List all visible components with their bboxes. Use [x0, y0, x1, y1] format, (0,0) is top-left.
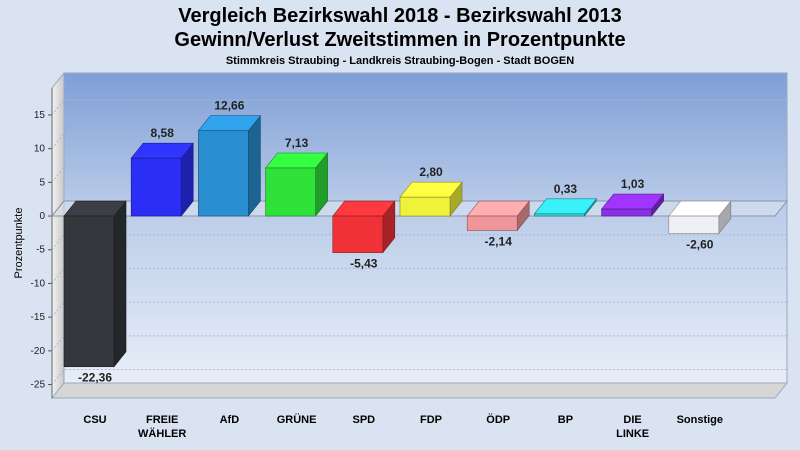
y-tick-label: 0 [39, 211, 45, 222]
data-label: -5,43 [350, 257, 378, 271]
x-tick-label: SPD [352, 414, 375, 426]
bar-front [130, 157, 182, 217]
bar-side [113, 200, 127, 368]
x-tick-label: CSU [83, 414, 106, 426]
bar-fdp [399, 181, 463, 217]
grid-line [51, 133, 787, 149]
grid-line [51, 335, 787, 352]
data-label: 7,13 [285, 136, 309, 150]
y-tick-label: 10 [34, 144, 46, 155]
y-tick-label: -5 [36, 245, 45, 256]
bar-bp [533, 197, 598, 217]
y-tick-label: -20 [31, 346, 46, 357]
x-tick-label: FDP [420, 414, 442, 426]
data-label: 8,58 [151, 126, 175, 140]
bar-front [332, 215, 384, 253]
plot-floor [50, 382, 789, 399]
bar-front [265, 167, 316, 217]
bar-ödp [466, 200, 530, 232]
grid-line [51, 166, 787, 183]
data-label: 12,66 [214, 99, 244, 113]
data-label: 1,03 [621, 177, 645, 191]
bar-front [601, 208, 652, 217]
data-label: -2,60 [686, 238, 714, 252]
chart-title: Vergleich Bezirkswahl 2018 - Bezirkswahl… [178, 5, 622, 27]
bar-front [534, 213, 585, 217]
grid-line [51, 369, 787, 385]
grid-line [51, 234, 787, 251]
bar-front [668, 215, 720, 234]
plot-back-wall [63, 72, 788, 384]
plot-side-wall [51, 71, 65, 400]
chart-titles: Vergleich Bezirkswahl 2018 - Bezirkswahl… [0, 4, 800, 69]
x-tick-label: DIE LINKE [616, 414, 649, 440]
x-tick-label: BP [558, 414, 573, 426]
y-tick-label: 5 [39, 177, 45, 188]
bar-die-linke [600, 193, 665, 217]
y-tick-label: -25 [31, 380, 46, 391]
bar-spd [332, 200, 396, 254]
bar-csu [63, 200, 127, 368]
bar-front [63, 215, 115, 368]
data-label: 0,33 [554, 182, 578, 196]
bar-grüne [264, 152, 329, 217]
data-label: 2,80 [419, 165, 443, 179]
data-label: -22,36 [78, 371, 112, 385]
grid-line [51, 99, 787, 116]
bar-side [248, 114, 261, 217]
y-tick-label: -10 [31, 278, 46, 289]
grid-line [51, 267, 787, 284]
chart-subtitle-region: Stimmkreis Straubing - Landkreis Straubi… [225, 55, 575, 67]
data-label: -2,14 [485, 234, 513, 248]
chart-subtitle: Gewinn/Verlust Zweitstimmen in Prozentpu… [174, 29, 626, 51]
x-tick-label: GRÜNE [277, 413, 317, 426]
x-tick-label: AfD [220, 414, 240, 426]
bar-freie-wähler [130, 142, 194, 217]
y-tick-label: -15 [31, 312, 46, 323]
bar-afd [197, 114, 262, 217]
grid-line [51, 301, 787, 318]
y-axis-title: Prozentpunkte [13, 208, 25, 279]
y-tick-label: 15 [34, 110, 46, 121]
bar-front [198, 130, 249, 217]
x-tick-label: FREIE WÄHLER [138, 414, 186, 440]
x-tick-label: Sonstige [677, 414, 723, 426]
bar-front [466, 215, 518, 231]
bar-sonstige [668, 200, 732, 235]
bar-front [399, 196, 451, 217]
x-tick-label: ÖDP [486, 413, 510, 426]
